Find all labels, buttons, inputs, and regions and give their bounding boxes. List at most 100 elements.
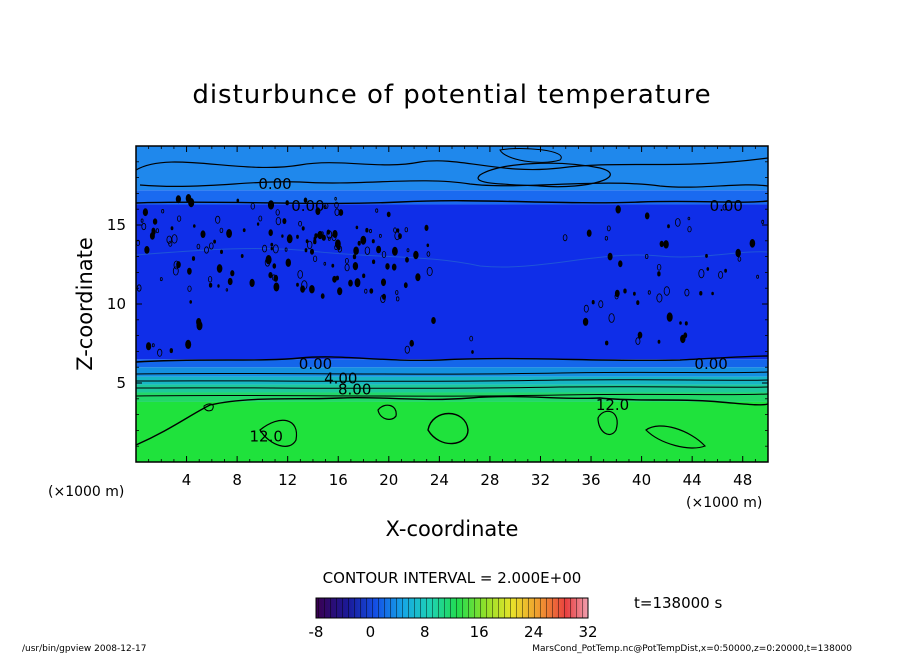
footer-left: /usr/bin/gpview 2008-12-17 [22, 644, 146, 654]
small-contour [187, 267, 192, 275]
small-contour [301, 280, 308, 290]
contour-line [136, 386, 768, 389]
small-contour [334, 196, 337, 201]
colorbar: -8 0 8 16 24 32 [309, 597, 598, 641]
small-contour [413, 250, 419, 260]
contour-label: 0.00 [710, 197, 743, 215]
small-contour [371, 239, 375, 244]
contour-line [136, 371, 768, 375]
small-contour [176, 261, 181, 269]
small-contour [354, 278, 361, 288]
x-tick-label: 44 [683, 471, 702, 489]
small-contour [334, 208, 340, 217]
small-contour [687, 226, 692, 233]
contour-line [645, 425, 707, 449]
small-contour [332, 275, 337, 283]
small-contour [562, 234, 568, 242]
small-contour [281, 234, 284, 238]
small-contour [644, 212, 650, 220]
small-contour [185, 194, 192, 203]
x-tick-label: 8 [232, 471, 242, 489]
heatmap-layer [136, 359, 768, 368]
small-contour [320, 293, 325, 299]
small-contour [637, 331, 643, 339]
small-contour [659, 240, 664, 248]
small-contour [236, 198, 240, 203]
small-contour [262, 244, 268, 253]
small-contour [674, 218, 681, 227]
small-contour [170, 226, 174, 231]
small-contour [395, 290, 399, 295]
contour-label: 0.00 [291, 197, 324, 215]
small-contour [633, 291, 636, 296]
small-contour [265, 255, 272, 265]
small-contour [386, 211, 391, 218]
small-contour [378, 233, 382, 238]
small-contour [191, 256, 196, 261]
small-contour [307, 240, 313, 250]
small-contour [166, 235, 172, 244]
small-contour [193, 224, 196, 228]
small-contour [275, 217, 282, 226]
small-contour [240, 253, 244, 258]
small-contour [706, 267, 710, 271]
small-contour [142, 208, 148, 217]
small-contour [684, 288, 690, 297]
small-contour [635, 337, 641, 345]
x-axis: 4 8 12 16 20 24 28 32 36 40 44 48 [148, 146, 756, 489]
small-contour [604, 236, 609, 241]
small-contour [667, 224, 670, 229]
contour-line [136, 248, 768, 268]
small-contour [284, 247, 288, 252]
contour-line [136, 395, 768, 446]
small-contour [680, 334, 686, 344]
small-contour [323, 205, 327, 210]
x-tick-label: 40 [632, 471, 651, 489]
contour-line [203, 403, 214, 412]
chart-title: disturbunce of potential temperature [192, 80, 711, 110]
small-contour [267, 200, 275, 210]
small-contour [227, 277, 233, 286]
small-contour [208, 276, 213, 283]
small-contour [663, 240, 669, 249]
y-tick-label: 5 [116, 374, 126, 392]
small-contour [196, 320, 203, 331]
small-contour [636, 300, 640, 306]
contour-line [427, 413, 469, 445]
small-contour [605, 340, 609, 346]
x-tick-label: 48 [733, 471, 752, 489]
small-contour [618, 260, 623, 268]
small-contour [171, 234, 178, 244]
small-contour [705, 253, 708, 258]
small-contour [337, 245, 343, 253]
small-contour [376, 245, 382, 254]
y-axis: 5 10 15 [107, 161, 768, 447]
small-contour [426, 251, 431, 257]
small-contour [144, 245, 150, 254]
small-contour [217, 284, 220, 288]
heatmap-layers [136, 146, 768, 462]
small-contour [151, 343, 155, 348]
heatmap-layer [136, 401, 768, 462]
contour-line [136, 200, 768, 205]
small-contour [718, 271, 724, 279]
small-contour [297, 270, 304, 279]
contour-label: 12.0 [596, 396, 629, 414]
small-contour [200, 230, 206, 239]
colorbar-tick-label: 16 [470, 623, 489, 641]
heatmap-layer [136, 146, 768, 191]
small-contour [679, 321, 682, 325]
small-contour [360, 235, 367, 245]
small-contour [404, 345, 410, 354]
x-tick-label: 16 [329, 471, 348, 489]
colorbar-tick-label: 24 [524, 623, 543, 641]
small-contour [152, 218, 158, 225]
small-contour [381, 293, 386, 300]
small-contour [219, 249, 223, 254]
contour-line [136, 393, 768, 397]
small-contour [296, 234, 299, 239]
contour-label: 8.00 [338, 380, 371, 398]
small-contour [303, 197, 308, 203]
small-contour [272, 263, 277, 269]
small-contour [403, 282, 408, 289]
